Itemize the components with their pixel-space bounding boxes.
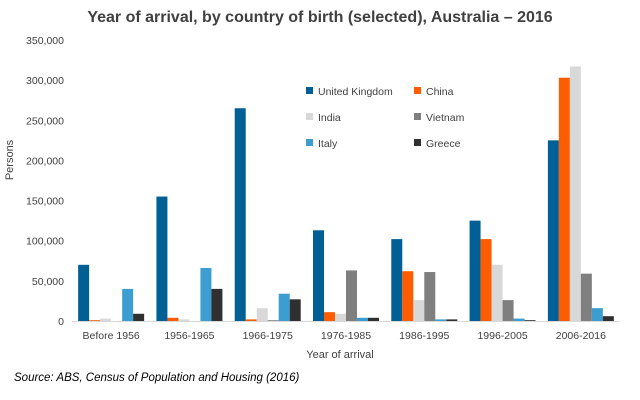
x-tick-label: Before 1956	[83, 330, 140, 342]
y-tick-label: 350,000	[26, 35, 64, 47]
bar	[313, 230, 324, 321]
x-tick-label: 1976-1985	[321, 330, 371, 342]
bar	[256, 308, 268, 321]
x-axis-label: Year of arrival	[306, 349, 373, 361]
legend-label: Italy	[318, 138, 338, 150]
legend-swatch	[414, 87, 421, 94]
bar	[569, 66, 581, 321]
y-tick-label: 200,000	[26, 155, 64, 167]
x-tick-label: 1986-1995	[399, 330, 449, 342]
bar	[234, 108, 246, 321]
bar	[491, 264, 503, 321]
y-axis-label: Persons	[4, 139, 16, 180]
bar	[480, 239, 492, 321]
x-tick-label: 1956-1965	[164, 330, 214, 342]
bar	[357, 317, 368, 321]
bar	[200, 268, 212, 321]
bar	[245, 319, 257, 321]
bars	[78, 66, 614, 321]
y-tick-label: 150,000	[26, 196, 64, 208]
x-axis: Before 1956 1956-1965 1966-1975 1976-1985 19…	[83, 330, 607, 342]
bar	[278, 293, 290, 321]
bar	[324, 312, 335, 321]
y-tick-label: 100,000	[26, 236, 64, 248]
bar	[580, 273, 592, 321]
bar	[156, 196, 168, 321]
bar	[502, 300, 514, 321]
bar	[289, 299, 301, 321]
legend-label: India	[318, 112, 341, 124]
legend-label: United Kingdom	[318, 86, 393, 98]
legend-label: Greece	[426, 138, 461, 150]
bar	[413, 300, 425, 321]
bar	[547, 140, 559, 321]
bar	[424, 272, 436, 321]
bar	[402, 271, 414, 321]
bar	[178, 319, 190, 321]
x-tick-label: 2006-2016	[556, 330, 606, 342]
bar	[78, 264, 90, 321]
y-tick-label: 250,000	[26, 115, 64, 127]
legend-swatch	[414, 139, 421, 146]
x-tick-label: 1966-1975	[243, 330, 293, 342]
legend-swatch	[306, 139, 313, 146]
bar	[267, 320, 279, 321]
bar	[469, 220, 481, 321]
bar	[211, 288, 223, 321]
bar	[133, 313, 145, 321]
bar	[435, 319, 447, 321]
bar	[602, 316, 614, 321]
legend: United Kingdom China India Vietnam Italy Gree…	[306, 86, 465, 150]
bar	[89, 320, 101, 321]
bar	[446, 319, 458, 321]
bar	[335, 313, 346, 321]
x-tick-label: 1996-2005	[477, 330, 527, 342]
legend-swatch	[414, 113, 421, 120]
legend-label: Vietnam	[426, 112, 465, 124]
bar	[167, 317, 179, 321]
y-tick-label: 0	[58, 316, 64, 328]
bar	[558, 77, 570, 321]
legend-label: China	[426, 86, 454, 98]
y-axis: 0 50,000 100,000 150,000 200,000 250,000 300,0…	[26, 35, 64, 328]
y-tick-label: 50,000	[32, 276, 64, 288]
bar	[346, 270, 357, 321]
bar	[591, 308, 603, 321]
chart-title: Year of arrival, by country of birth (se…	[87, 9, 552, 26]
bar	[524, 320, 536, 321]
source-note: Source: ABS, Census of Population and Ho…	[14, 372, 300, 384]
legend-swatch	[306, 113, 313, 120]
bar	[100, 318, 112, 321]
y-tick-label: 300,000	[26, 75, 64, 87]
bar	[368, 317, 379, 321]
bar	[122, 288, 134, 321]
bar	[513, 318, 525, 321]
bar	[391, 239, 403, 321]
legend-swatch	[306, 87, 313, 94]
